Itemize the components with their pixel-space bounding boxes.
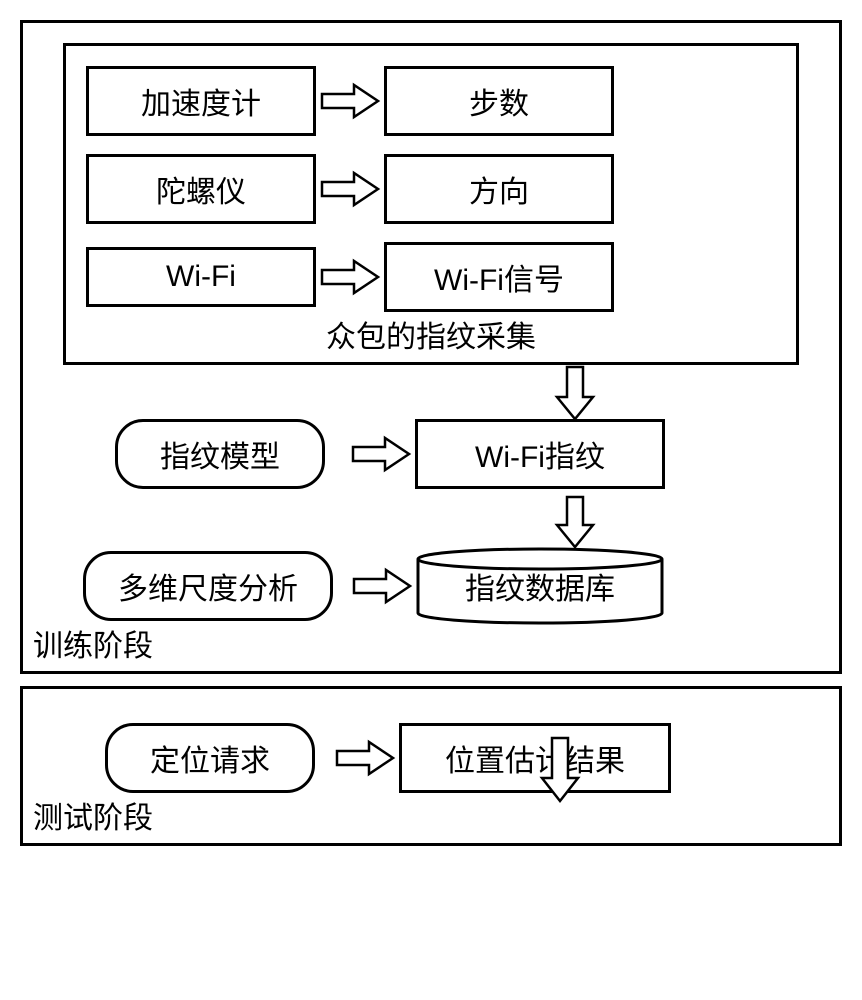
fingerprint-row: 指纹模型 Wi-Fi指纹: [53, 419, 809, 489]
training-label: 训练阶段: [33, 621, 153, 665]
arrow-down-icon: [553, 493, 597, 551]
collection-row: 陀螺仪 方向: [86, 154, 776, 224]
collection-box: 加速度计 步数 陀螺仪 方向 Wi-Fi Wi-Fi信号 众包的指纹采集: [63, 43, 799, 365]
testing-row: 定位请求 位置估计结果: [53, 723, 809, 793]
arrow-right-icon: [325, 434, 415, 474]
training-phase-box: 加速度计 步数 陀螺仪 方向 Wi-Fi Wi-Fi信号 众包的指纹采集: [20, 20, 842, 674]
database-label: 指纹数据库: [465, 564, 615, 608]
database-row: 多维尺度分析 指纹数据库: [53, 547, 809, 625]
testing-label: 测试阶段: [33, 793, 153, 837]
arrow-down-icon: [538, 736, 582, 804]
arrow-down-icon: [553, 363, 597, 423]
gyroscope-box: 陀螺仪: [86, 154, 316, 224]
collection-label: 众包的指纹采集: [326, 312, 536, 356]
arrow-right-icon: [333, 566, 415, 606]
arrow-right-icon: [316, 257, 384, 297]
arrow-right-icon: [316, 169, 384, 209]
wifi-fingerprint-box: Wi-Fi指纹: [415, 419, 665, 489]
arrow-right-icon: [316, 81, 384, 121]
direction-box: 方向: [384, 154, 614, 224]
wifi-signal-box: Wi-Fi信号: [384, 242, 614, 312]
collection-row: 加速度计 步数: [86, 66, 776, 136]
arrow-right-icon: [315, 738, 399, 778]
result-box: 位置估计结果: [399, 723, 671, 793]
testing-phase-box: 定位请求 位置估计结果 测试阶段: [20, 686, 842, 846]
accelerometer-box: 加速度计: [86, 66, 316, 136]
mds-pill: 多维尺度分析: [83, 551, 333, 621]
collection-row: Wi-Fi Wi-Fi信号: [86, 242, 776, 312]
database-cylinder: 指纹数据库: [415, 547, 665, 625]
fingerprint-model-pill: 指纹模型: [115, 419, 325, 489]
request-pill: 定位请求: [105, 723, 315, 793]
wifi-sensor-box: Wi-Fi: [86, 247, 316, 307]
steps-box: 步数: [384, 66, 614, 136]
